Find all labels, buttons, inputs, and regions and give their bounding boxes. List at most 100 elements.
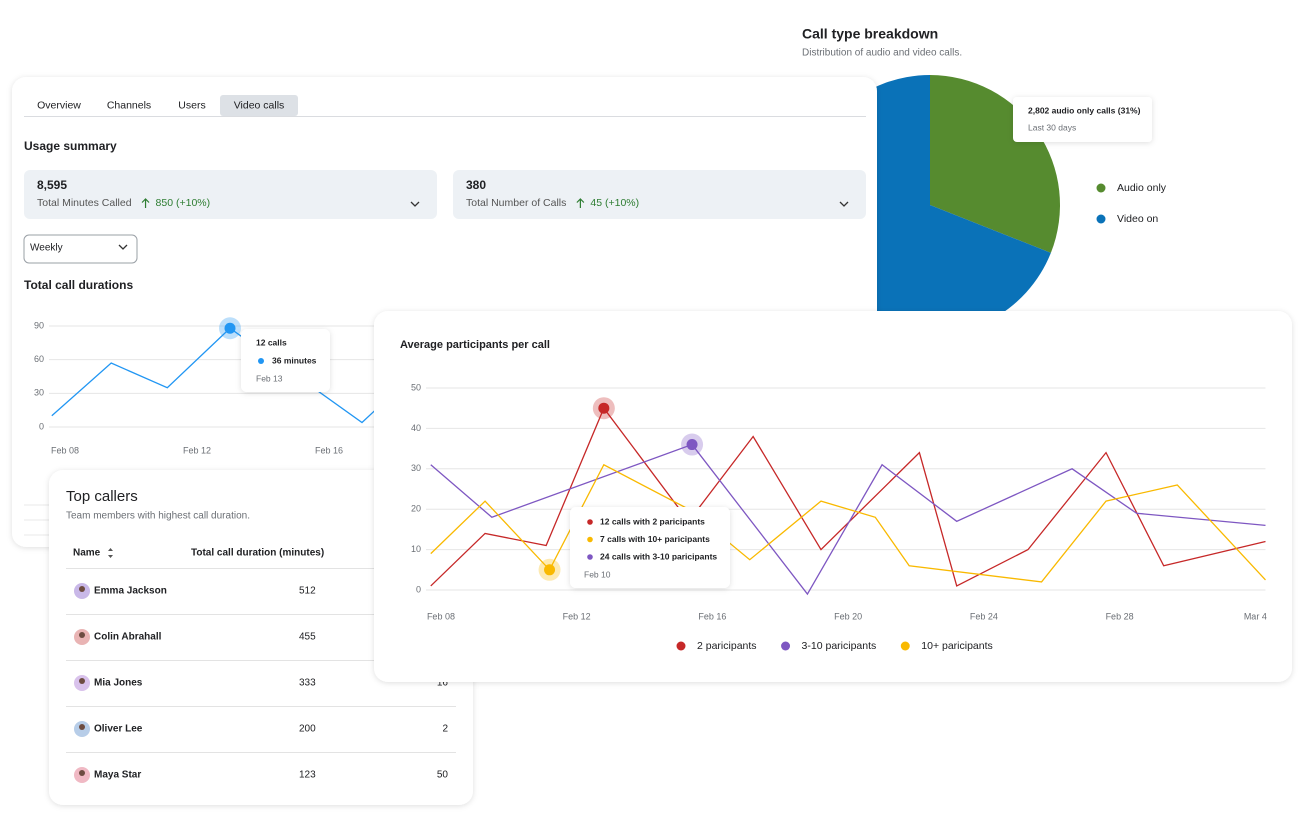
call-duration: 512 [299,586,316,597]
tooltip-dot [587,554,593,560]
chart-title: Total call durations [24,278,133,292]
legend-label: 10+ paricipants [921,640,993,652]
tooltip-dot [587,536,593,543]
call-duration: 200 [299,724,316,735]
legend-dot [781,641,791,651]
highlight-point[interactable] [598,402,610,414]
card [374,311,1292,682]
tooltip-title: 12 calls [256,337,287,347]
x-tick-label: Feb 12 [563,611,591,621]
caller-name: Mia Jones [94,678,143,689]
tab[interactable]: Video calls [234,99,285,111]
y-tick-label: 60 [34,354,44,364]
tooltip-sub: Last 30 days [1028,122,1076,132]
stat-box[interactable] [453,170,866,219]
caller-name: Oliver Lee [94,724,143,735]
highlight-point[interactable] [686,439,698,451]
avatar-head [79,724,85,730]
call-count: 50 [437,770,449,781]
stat-label: Total Minutes Called [37,197,132,209]
card-title: Top callers [66,488,138,505]
top-callers-card: Top callers Team members with highest ca… [49,470,473,805]
legend-dot [1096,214,1106,224]
caller-name: Colin Abrahall [94,632,162,643]
period-label[interactable]: Weekly [30,243,63,254]
x-tick-label: Feb 28 [1106,611,1134,621]
caller-name: Emma Jackson [94,586,167,597]
tooltip-date: Feb 10 [584,569,611,579]
call-duration: 455 [299,632,316,643]
call-count: 2 [442,724,448,735]
legend-label: 3-10 paricipants [802,640,877,652]
avatar-head [79,770,85,776]
avatar-head [79,632,85,638]
tooltip [570,507,730,588]
caller-name: Maya Star [94,770,141,781]
pie-subtitle: Distribution of audio and video calls. [802,48,962,59]
stat-change: 850 (+10%) [156,197,211,209]
period-dropdown[interactable] [23,234,138,264]
stat-box[interactable] [24,170,437,219]
line [430,406,1266,587]
tooltip-date: Feb 13 [256,373,283,383]
column-header[interactable]: Name [73,548,101,559]
y-tick-label: 0 [416,584,421,594]
avatar-head [79,678,85,684]
tooltip-value: 36 minutes [272,355,317,365]
chevron [118,244,128,250]
card-subtitle: Team members with highest call duration. [66,511,250,522]
tooltip-dot [258,358,264,364]
x-tick-label: Feb 08 [51,445,79,455]
tooltip-title: 2,802 audio only calls (31%) [1028,105,1141,115]
legend-label: 2 paricipants [697,640,757,652]
y-tick-label: 90 [34,320,44,330]
y-tick-label: 40 [411,423,421,433]
active-tab[interactable] [220,95,298,116]
pie-title: Call type breakdown [802,26,938,42]
participants-card: Average participants per call 0 10 20 30 40 5… [374,311,1292,682]
up-arrow [576,198,585,208]
y-tick-label: 30 [411,463,421,473]
y-tick-label: 30 [34,388,44,398]
tooltip-line: 24 calls with 3-10 paricipants [600,551,717,561]
legend-dot [900,641,910,651]
tooltip [241,329,330,392]
x-tick-label: Feb 12 [183,445,211,455]
highlight-point[interactable] [224,322,236,334]
tab[interactable]: Channels [107,99,151,111]
chevron [410,201,420,207]
call-duration: 123 [299,770,316,781]
stat-value: 380 [466,178,486,192]
y-tick-label: 10 [411,544,421,554]
chart-title: Average participants per call [400,339,550,351]
y-tick-label: 0 [39,421,44,431]
call-count: 16 [437,678,449,689]
sort-icon[interactable] [108,548,113,558]
x-tick-label: Feb 08 [427,611,455,621]
tooltip-line: 12 calls with 2 paricipants [600,516,705,526]
line [51,327,376,424]
tooltip-line: 7 calls with 10+ paricipants [600,534,710,544]
y-tick-label: 50 [411,382,421,392]
x-tick-label: Mar 4 [1244,611,1267,621]
legend-dot [676,641,686,651]
section-title: Usage summary [24,139,117,153]
chevron [839,201,849,207]
highlight-point[interactable] [544,564,556,576]
tooltip-dot [587,519,593,525]
call-duration: 333 [299,678,316,689]
tab[interactable]: Users [178,99,205,111]
legend-dot [1096,183,1106,193]
x-tick-label: Feb 24 [970,611,998,621]
x-tick-label: Feb 16 [315,445,343,455]
x-tick-label: Feb 20 [834,611,862,621]
x-tick-label: Feb 16 [698,611,726,621]
tab[interactable]: Overview [37,99,81,111]
legend-label: Video on [1117,213,1158,225]
tooltip [1013,97,1152,142]
card [49,470,473,805]
stat-value: 8,595 [37,178,67,192]
stat-change: 45 (+10%) [590,197,639,209]
avatar-head [79,586,85,592]
